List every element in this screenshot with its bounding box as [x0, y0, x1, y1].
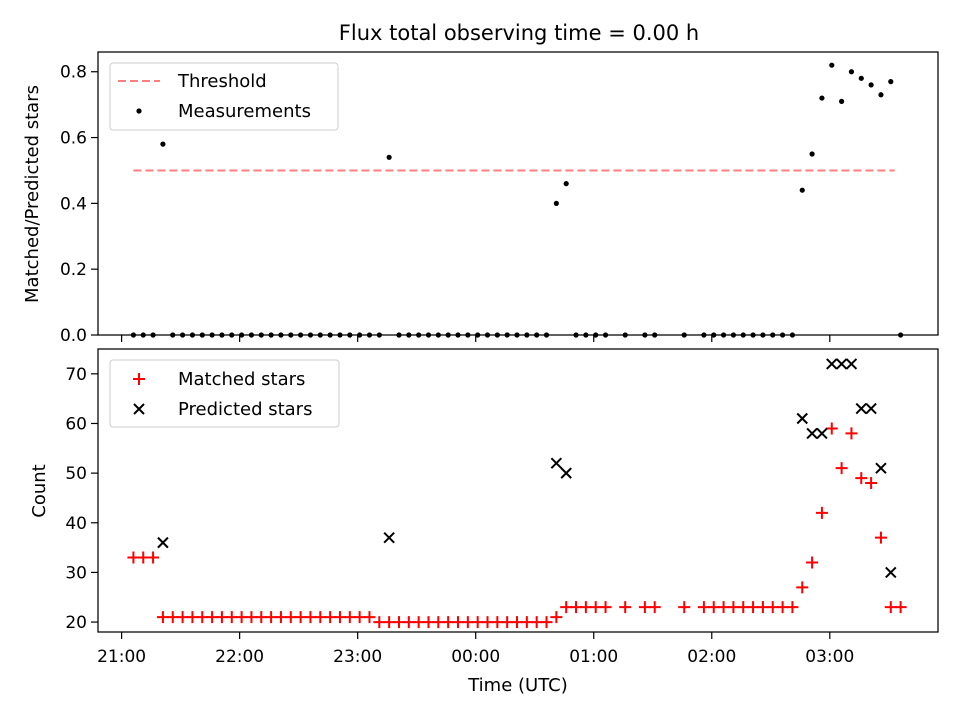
matched-stars-point	[815, 506, 828, 519]
matched-stars-point	[599, 601, 612, 614]
top-y-axis-label: Matched/Predicted stars	[22, 85, 43, 303]
bottom-y-tick-label: 40	[65, 514, 87, 534]
top-x-axis	[121, 335, 831, 342]
predicted-stars-point	[855, 402, 867, 415]
matched-stars-point	[845, 427, 858, 440]
bottom-x-tick-label: 22:00	[215, 647, 264, 667]
measurements-legend-label: Measurements	[178, 101, 311, 122]
bottom-y-axis-label: Count	[29, 464, 50, 517]
bottom-panel: 20 30 40 50 60 70 21:00 22:00 23:00 00:00 01:00 02…	[29, 348, 939, 696]
matched-stars-point	[550, 611, 563, 624]
predicted-stars-legend-swatch	[133, 403, 145, 415]
predicted-stars-point	[383, 531, 395, 544]
predicted-stars-point	[550, 457, 563, 469]
chart-title: Flux total observing time = 0.00 h	[339, 21, 699, 45]
measurements-point	[160, 141, 166, 147]
predicted-stars-point	[796, 412, 808, 425]
predicted-stars-legend-label: Predicted stars	[178, 399, 312, 420]
bottom-y-tick-label: 70	[65, 365, 87, 385]
measurements-point	[819, 95, 825, 101]
measurements-point	[553, 200, 559, 206]
matched-stars-legend-swatch	[133, 373, 145, 385]
predicted-stars-point	[835, 358, 848, 370]
matched-stars-point	[648, 601, 661, 614]
matched-stars-point	[825, 422, 838, 435]
matched-stars-point	[147, 551, 160, 564]
bottom-plot-frame	[97, 348, 939, 633]
top-y-tick-label: 0.6	[60, 129, 87, 149]
bottom-x-tick-label: 00:00	[451, 647, 500, 667]
top-legend-box	[109, 62, 339, 131]
measurements-point	[858, 75, 864, 81]
matched-stars-point	[796, 581, 809, 594]
predicted-stars-point	[826, 358, 838, 370]
x-axis-label: Time (UTC)	[467, 675, 568, 696]
matched-stars-point	[865, 477, 878, 490]
bottom-x-tick-label: 01:00	[569, 647, 618, 667]
measurements-point	[829, 62, 835, 68]
matched-stars-point	[855, 472, 868, 485]
predicted-stars-point	[806, 427, 818, 440]
predicted-stars-point	[845, 358, 858, 370]
matched-stars-point	[619, 601, 632, 614]
bottom-plot-marks	[127, 358, 907, 629]
bottom-x-tick-label: 02:00	[687, 647, 736, 667]
top-plot-frame	[97, 51, 939, 336]
predicted-stars-point	[865, 402, 877, 415]
top-legend: Threshold Measurements	[109, 62, 339, 131]
measurements-point	[848, 69, 855, 75]
bottom-y-axis: 20 30 40 50 60 70	[65, 365, 98, 633]
matched-stars-point	[894, 601, 907, 614]
bottom-y-tick-label: 30	[65, 563, 87, 583]
predicted-stars-point	[816, 427, 828, 440]
matched-stars-point	[806, 556, 819, 569]
matched-stars-point	[678, 601, 691, 614]
threshold-legend-label: Threshold	[177, 71, 267, 92]
measurements-point	[878, 92, 884, 98]
top-y-tick-label: 0.0	[60, 326, 87, 346]
measurements-point	[799, 187, 805, 193]
measurements-point	[888, 79, 894, 85]
bottom-legend: Matched stars Predicted stars	[109, 359, 340, 428]
bottom-legend-box	[109, 359, 340, 428]
measurements-point	[563, 181, 569, 187]
predicted-stars-point	[157, 536, 169, 549]
top-y-tick-label: 0.2	[60, 260, 87, 280]
bottom-x-tick-label: 23:00	[333, 647, 382, 667]
matched-stars-point	[874, 531, 887, 544]
bottom-y-tick-label: 60	[65, 414, 87, 434]
predicted-stars-point	[875, 462, 887, 474]
top-y-tick-label: 0.4	[60, 194, 87, 214]
bottom-x-tick-label: 21:00	[97, 647, 146, 667]
matched-stars-point	[540, 616, 553, 629]
measurements-point	[386, 154, 392, 160]
predicted-stars-point	[560, 467, 572, 479]
measurements-point	[839, 98, 845, 104]
measurements-legend-swatch	[136, 108, 142, 114]
matched-stars-legend-label: Matched stars	[178, 369, 305, 390]
matched-stars-point	[786, 601, 799, 614]
bottom-y-tick-label: 50	[65, 464, 87, 484]
measurements-point	[868, 82, 874, 88]
measurements-point	[809, 151, 815, 157]
bottom-y-tick-label: 20	[65, 613, 87, 633]
top-y-axis: 0.0 0.2 0.4 0.6 0.8	[60, 63, 98, 346]
bottom-x-axis: 21:00 22:00 23:00 00:00 01:00 02:00 03:00	[97, 632, 854, 667]
bottom-x-tick-label: 03:00	[805, 647, 854, 667]
predicted-stars-point	[885, 566, 897, 579]
top-plot-marks	[130, 62, 904, 338]
matched-stars-point	[363, 611, 376, 624]
matched-stars-point	[835, 462, 848, 475]
top-panel: 0.00.20.40.60.8 Matched/Predicted stars …	[22, 51, 939, 346]
top-y-tick-label: 0.8	[60, 63, 87, 83]
